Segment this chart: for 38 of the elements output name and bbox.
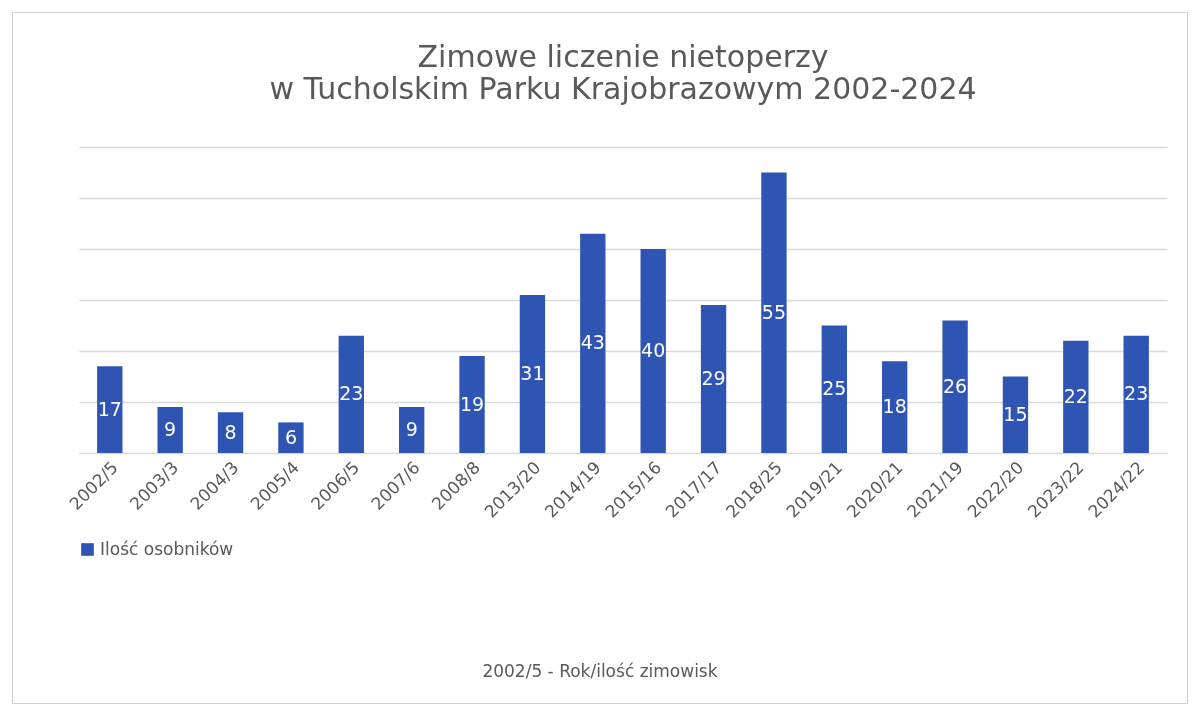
bar: [821, 325, 847, 453]
data-label: 17: [97, 397, 122, 420]
data-label: 43: [580, 331, 605, 354]
data-label: 8: [224, 420, 237, 443]
data-label: 23: [1124, 382, 1149, 405]
bar: [1002, 376, 1029, 453]
bar: [1123, 335, 1149, 453]
data-label: 31: [520, 361, 545, 384]
text: 2002/5 - Rok/ilość zimowisk: [481, 661, 719, 681]
chart-title: Zimowe liczenie nietoperzy w Tucholskim Parku Krajobrazowym 2002-2024: [269, 39, 977, 106]
data-label: 19: [459, 392, 485, 415]
bar: [338, 335, 364, 453]
legend-label: Ilość osobników: [100, 538, 234, 559]
bar: [700, 305, 727, 453]
bar: [640, 249, 666, 453]
data-label: 22: [1063, 384, 1088, 407]
data-label: 55: [761, 300, 787, 323]
bar: [942, 320, 968, 453]
bar: [519, 294, 546, 453]
bar: [97, 366, 123, 453]
data-label: 23: [339, 382, 364, 405]
bar: [882, 361, 908, 453]
data-label: 29: [701, 367, 726, 390]
data-label: 15: [1003, 402, 1028, 425]
data-label: 9: [405, 418, 418, 441]
data-label: 18: [882, 395, 907, 418]
bar: [580, 233, 606, 453]
data-label: 6: [284, 425, 297, 448]
data-label: 25: [822, 377, 847, 400]
data-label: 26: [942, 374, 968, 397]
bar: [157, 407, 183, 453]
bar: [278, 422, 304, 453]
data-label: 9: [164, 418, 177, 441]
bar: [459, 356, 485, 453]
bar: [761, 172, 787, 453]
data-label: 40: [641, 339, 666, 361]
bar: [399, 407, 425, 453]
bar: [1063, 340, 1089, 453]
